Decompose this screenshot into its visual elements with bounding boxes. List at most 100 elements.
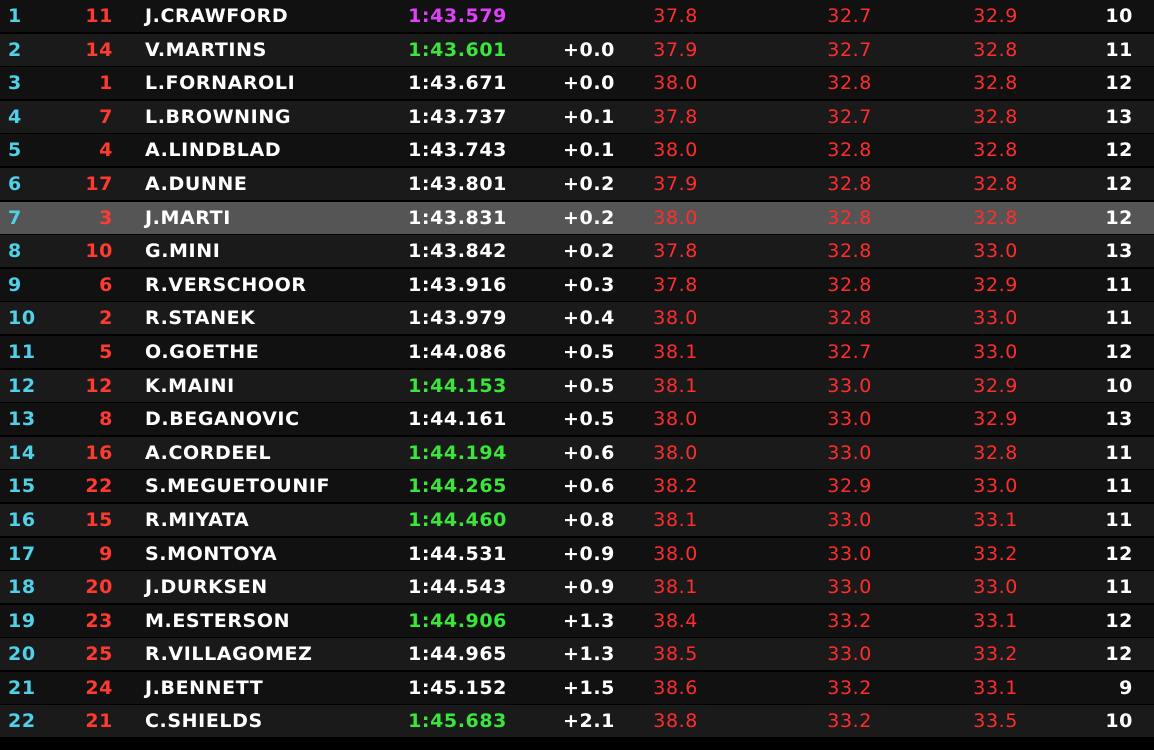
car-number-cell: 1 — [99, 72, 113, 95]
lap-time-cell: 1:43.743 — [408, 139, 507, 162]
driver-name-cell: J.CRAWFORD — [145, 5, 289, 27]
gap-cell: +0.1 — [563, 139, 615, 162]
sector-1-cell: 38.5 — [653, 643, 698, 666]
laps-cell: 12 — [1105, 542, 1133, 565]
position-cell: 4 — [8, 105, 22, 128]
sector-1-cell: 37.8 — [653, 273, 698, 296]
sector-3-cell: 33.2 — [973, 643, 1018, 666]
lap-time-cell: 1:44.531 — [408, 542, 507, 565]
laps-cell: 13 — [1105, 105, 1133, 128]
table-row[interactable]: 2 14 V.MARTINS 1:43.601 +0.0 37.9 32.7 32.8 11 — [0, 33, 1154, 66]
lap-time-cell: 1:44.161 — [408, 408, 507, 431]
table-row[interactable]: 18 20 J.DURKSEN 1:44.543 +0.9 38.1 33.0 33.0 11 — [0, 571, 1154, 604]
car-number-cell: 3 — [99, 206, 113, 229]
sector-2-cell: 33.2 — [827, 609, 872, 632]
driver-name-cell: R.STANEK — [145, 307, 256, 330]
car-number-cell: 15 — [85, 508, 113, 531]
sector-2-cell: 32.7 — [827, 105, 872, 128]
car-number-cell: 21 — [85, 710, 113, 733]
driver-name-cell: M.ESTERSON — [145, 609, 291, 632]
gap-cell: +0.6 — [563, 441, 615, 464]
sector-3-cell: 33.0 — [973, 576, 1018, 599]
table-row[interactable]: 20 25 R.VILLAGOMEZ 1:44.965 +1.3 38.5 33.0 33.2… — [0, 638, 1154, 671]
table-row[interactable]: 11 5 O.GOETHE 1:44.086 +0.5 38.1 32.7 33.0 12 — [0, 335, 1154, 368]
lap-time-cell: 1:43.801 — [408, 172, 507, 195]
gap-cell: +0.2 — [563, 172, 615, 195]
table-row[interactable]: 15 22 S.MEGUETOUNIF 1:44.265 +0.6 38.2 32.9 33.… — [0, 470, 1154, 503]
sector-1-cell: 38.4 — [653, 609, 698, 632]
sector-1-cell: 37.9 — [653, 172, 698, 195]
table-row[interactable]: 16 15 R.MIYATA 1:44.460 +0.8 38.1 33.0 33.1 11 — [0, 503, 1154, 536]
table-row[interactable]: 17 9 S.MONTOYA 1:44.531 +0.9 38.0 33.0 33.2 12 — [0, 537, 1154, 570]
lap-time-cell: 1:44.906 — [408, 609, 507, 632]
driver-name-cell: A.CORDEEL — [145, 441, 272, 464]
laps-cell: 12 — [1105, 609, 1133, 632]
table-row[interactable]: 14 16 A.CORDEEL 1:44.194 +0.6 38.0 33.0 32.8 11 — [0, 436, 1154, 469]
lap-time-cell: 1:43.671 — [408, 72, 507, 95]
lap-time-cell: 1:43.979 — [408, 307, 507, 330]
gap-cell: +0.9 — [563, 576, 615, 599]
gap-cell: +0.9 — [563, 542, 615, 565]
sector-2-cell: 32.7 — [827, 340, 872, 363]
gap-cell: +1.3 — [563, 609, 615, 632]
car-number-cell: 20 — [85, 576, 113, 599]
table-row[interactable]: 1 11 J.CRAWFORD 1:43.579 37.8 32.7 32.9 10 — [0, 0, 1154, 32]
driver-name-cell: A.LINDBLAD — [145, 139, 282, 162]
gap-cell: +0.0 — [563, 38, 615, 61]
sector-2-cell: 32.8 — [827, 273, 872, 296]
sector-3-cell: 33.5 — [973, 710, 1018, 733]
sector-1-cell: 38.0 — [653, 542, 698, 565]
table-row[interactable]: 10 2 R.STANEK 1:43.979 +0.4 38.0 32.8 33.0 11 — [0, 302, 1154, 335]
gap-cell: +0.5 — [563, 340, 615, 363]
sector-3-cell: 32.8 — [973, 441, 1018, 464]
sector-2-cell: 32.7 — [827, 38, 872, 61]
gap-cell — [540, 0, 615, 32]
laps-cell: 12 — [1105, 643, 1133, 666]
sector-2-cell: 33.0 — [827, 408, 872, 431]
table-row[interactable]: 3 1 L.FORNAROLI 1:43.671 +0.0 38.0 32.8 32.8 12 — [0, 67, 1154, 100]
sector-3-cell: 32.9 — [973, 273, 1018, 296]
table-row[interactable]: 22 21 C.SHIELDS 1:45.683 +2.1 38.8 33.2 33.5 10 — [0, 705, 1154, 738]
driver-name-cell: C.SHIELDS — [145, 710, 263, 733]
sector-1-cell: 38.1 — [653, 508, 698, 531]
table-row[interactable]: 13 8 D.BEGANOVIC 1:44.161 +0.5 38.0 33.0 32.9 13 — [0, 403, 1154, 436]
sector-2-cell: 33.0 — [827, 374, 872, 397]
sector-1-cell: 38.2 — [653, 475, 698, 498]
driver-name-cell: D.BEGANOVIC — [145, 408, 300, 431]
position-cell: 8 — [8, 240, 22, 263]
lap-time-cell: 1:43.579 — [408, 5, 507, 27]
table-row[interactable]: 8 10 G.MINI 1:43.842 +0.2 37.8 32.8 33.0 13 — [0, 235, 1154, 268]
table-row[interactable]: 9 6 R.VERSCHOOR 1:43.916 +0.3 37.8 32.8 32.9 11 — [0, 268, 1154, 301]
gap-cell: +0.2 — [563, 240, 615, 263]
gap-cell: +0.5 — [563, 408, 615, 431]
position-cell: 5 — [8, 139, 22, 162]
car-number-cell: 17 — [85, 172, 113, 195]
sector-3-cell: 33.0 — [973, 475, 1018, 498]
car-number-cell: 2 — [99, 307, 113, 330]
laps-cell: 11 — [1105, 273, 1133, 296]
table-row[interactable]: 19 23 M.ESTERSON 1:44.906 +1.3 38.4 33.2 33.1 12 — [0, 604, 1154, 637]
laps-cell: 11 — [1105, 475, 1133, 498]
sector-1-cell: 38.0 — [653, 441, 698, 464]
gap-cell: +0.2 — [563, 206, 615, 229]
sector-3-cell: 32.9 — [973, 5, 1018, 27]
sector-2-cell: 32.8 — [827, 172, 872, 195]
lap-time-cell: 1:44.153 — [408, 374, 507, 397]
table-row[interactable]: 21 24 J.BENNETT 1:45.152 +1.5 38.6 33.2 33.1 9 — [0, 671, 1154, 704]
laps-cell: 12 — [1105, 172, 1133, 195]
sector-3-cell: 33.0 — [973, 340, 1018, 363]
table-row[interactable]: 7 3 J.MARTI 1:43.831 +0.2 38.0 32.8 32.8 12 — [0, 201, 1154, 234]
driver-name-cell: R.VILLAGOMEZ — [145, 643, 313, 666]
laps-cell: 12 — [1105, 72, 1133, 95]
sector-1-cell: 38.0 — [653, 139, 698, 162]
table-row[interactable]: 4 7 L.BROWNING 1:43.737 +0.1 37.8 32.7 32.8 13 — [0, 100, 1154, 133]
car-number-cell: 16 — [85, 441, 113, 464]
table-row[interactable]: 6 17 A.DUNNE 1:43.801 +0.2 37.9 32.8 32.8 12 — [0, 167, 1154, 200]
lap-time-cell: 1:43.737 — [408, 105, 507, 128]
table-row[interactable]: 5 4 A.LINDBLAD 1:43.743 +0.1 38.0 32.8 32.8 12 — [0, 134, 1154, 167]
car-number-cell: 12 — [85, 374, 113, 397]
position-cell: 1 — [8, 5, 22, 27]
position-cell: 10 — [8, 307, 36, 330]
table-row[interactable]: 12 12 K.MAINI 1:44.153 +0.5 38.1 33.0 32.9 10 — [0, 369, 1154, 402]
